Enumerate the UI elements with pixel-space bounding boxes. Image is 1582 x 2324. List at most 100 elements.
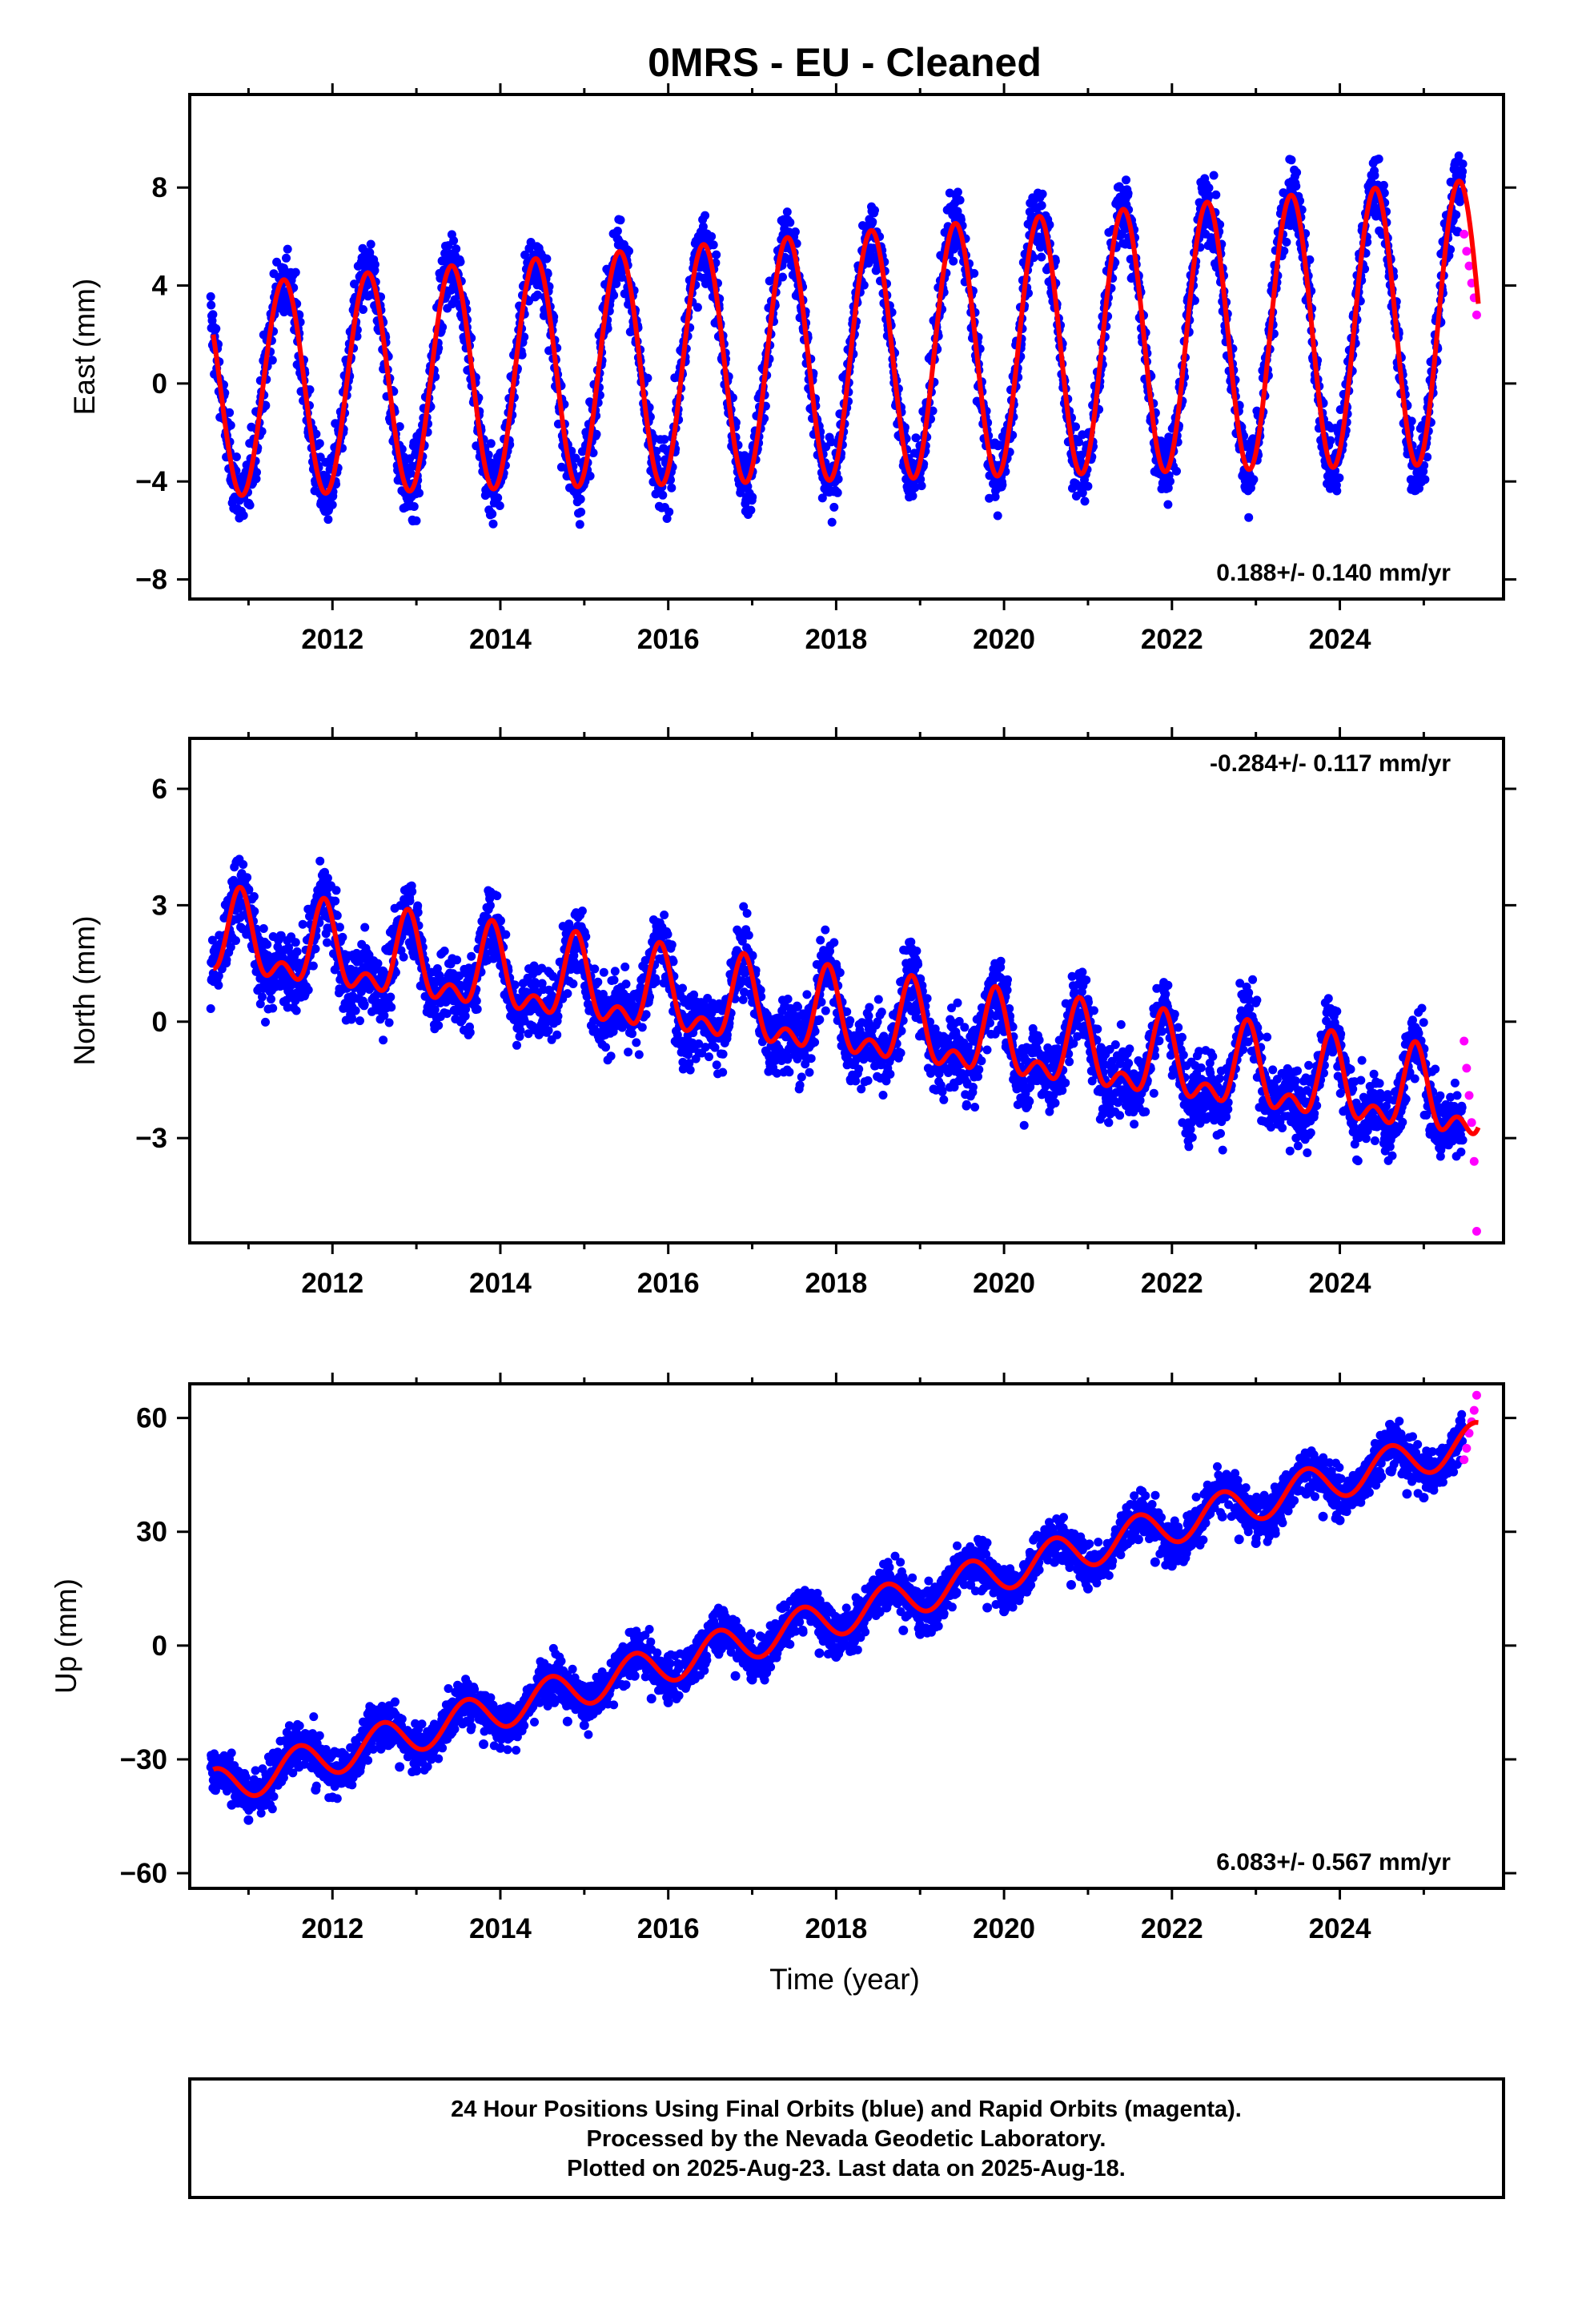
rate-annotation: 0.188+/- 0.140 mm/yr bbox=[1216, 560, 1451, 586]
data-points bbox=[206, 1390, 1481, 1825]
final-point bbox=[1200, 217, 1211, 227]
final-point bbox=[243, 1815, 254, 1825]
y-tick-label: 8 bbox=[152, 172, 167, 203]
y-tick-label: 6 bbox=[152, 774, 167, 805]
rapid-point bbox=[1469, 1405, 1479, 1415]
rapid-point bbox=[1464, 261, 1474, 271]
final-point bbox=[1217, 1511, 1227, 1522]
y-tick-label: −60 bbox=[120, 1858, 167, 1889]
final-point bbox=[1133, 1534, 1143, 1545]
model-curve bbox=[211, 1420, 1480, 1799]
final-point bbox=[663, 939, 673, 949]
final-point bbox=[596, 1701, 606, 1711]
y-tick-label: 30 bbox=[136, 1517, 167, 1548]
final-point bbox=[831, 1652, 841, 1663]
final-point bbox=[378, 1739, 388, 1749]
final-point bbox=[865, 248, 875, 259]
final-point bbox=[210, 324, 220, 335]
final-point bbox=[428, 1747, 439, 1757]
final-point bbox=[747, 1675, 757, 1685]
final-point bbox=[478, 1739, 488, 1749]
final-orbit-cloud bbox=[206, 854, 1468, 1166]
final-point bbox=[1267, 1519, 1278, 1530]
final-point bbox=[1166, 1561, 1177, 1571]
final-point bbox=[629, 1005, 640, 1015]
y-tick-label: 3 bbox=[152, 890, 167, 921]
x-tick-label: 2018 bbox=[805, 1268, 867, 1299]
x-axis-label: Time (year) bbox=[769, 1963, 920, 1996]
x-tick-label: 2022 bbox=[1141, 1268, 1203, 1299]
rapid-point bbox=[1462, 247, 1472, 256]
final-point bbox=[462, 1716, 472, 1727]
caption-line-3: Plotted on 2025-Aug-23. Last data on 202… bbox=[567, 2156, 1126, 2181]
y-tick-label: −30 bbox=[120, 1744, 167, 1775]
final-point bbox=[294, 1762, 304, 1772]
final-point bbox=[294, 959, 304, 969]
final-point bbox=[327, 1792, 338, 1803]
final-point bbox=[1402, 1489, 1412, 1499]
final-point bbox=[1183, 1542, 1194, 1552]
final-point bbox=[1033, 236, 1043, 247]
final-point bbox=[311, 1784, 321, 1795]
rapid-point bbox=[1472, 1226, 1481, 1236]
final-point bbox=[1251, 1538, 1261, 1548]
final-point bbox=[562, 1716, 572, 1727]
x-tick-label: 2020 bbox=[973, 1913, 1035, 1944]
figure-title: 0MRS - EU - Cleaned bbox=[648, 40, 1042, 85]
final-point bbox=[1016, 1587, 1026, 1598]
final-point bbox=[781, 253, 791, 263]
x-tick-label: 2022 bbox=[1141, 1913, 1203, 1944]
y-tick-label: 0 bbox=[152, 368, 167, 400]
x-tick-label: 2012 bbox=[301, 1913, 363, 1944]
x-tick-label: 2020 bbox=[973, 1268, 1035, 1299]
x-tick-label: 2018 bbox=[805, 1913, 867, 1944]
caption-line-2: Processed by the Nevada Geodetic Laborat… bbox=[587, 2126, 1106, 2152]
final-point bbox=[378, 966, 388, 976]
rapid-point bbox=[1467, 1118, 1476, 1128]
rapid-point bbox=[1464, 1091, 1474, 1100]
final-point bbox=[966, 1580, 976, 1590]
plot-frame bbox=[188, 93, 1505, 601]
rapid-point bbox=[1472, 310, 1481, 320]
final-point bbox=[1419, 1493, 1429, 1503]
x-tick-label: 2024 bbox=[1309, 1913, 1371, 1944]
final-point bbox=[797, 1625, 808, 1635]
final-point bbox=[1050, 1557, 1060, 1567]
y-axis-label: East (mm) bbox=[68, 279, 101, 416]
x-tick-label: 2012 bbox=[301, 624, 363, 655]
final-point bbox=[982, 1602, 993, 1613]
final-point bbox=[1066, 1580, 1076, 1590]
final-point bbox=[344, 1777, 355, 1787]
final-point bbox=[579, 927, 589, 938]
final-point bbox=[949, 243, 959, 254]
final-point bbox=[495, 915, 505, 926]
x-tick-label: 2016 bbox=[637, 1268, 700, 1299]
y-tick-label: 0 bbox=[152, 1007, 167, 1038]
up-panel: 2012 2014 2016 2018 2020 2022 2024 −60 −30 0 30 60 U… bbox=[50, 1373, 1516, 1944]
final-point bbox=[898, 1625, 909, 1635]
plot-frame bbox=[188, 1382, 1505, 1890]
final-point bbox=[579, 1720, 589, 1731]
final-point bbox=[1318, 1511, 1328, 1522]
y-tick-label: 4 bbox=[152, 271, 168, 302]
final-point bbox=[1368, 207, 1379, 217]
final-point bbox=[1335, 1515, 1345, 1526]
final-point bbox=[395, 1762, 405, 1772]
rapid-point bbox=[1462, 1063, 1472, 1073]
north-panel: 2012 2014 2016 2018 2020 2022 2024 −3 0 3 6 North (… bbox=[68, 727, 1516, 1299]
final-point bbox=[512, 1724, 522, 1735]
x-tick-label: 2024 bbox=[1309, 1268, 1371, 1299]
y-tick-label: 0 bbox=[152, 1630, 167, 1662]
final-point bbox=[932, 1610, 942, 1620]
final-point bbox=[713, 1016, 724, 1027]
y-axis-label: North (mm) bbox=[68, 915, 101, 1065]
rapid-point bbox=[1469, 1156, 1479, 1166]
caption-line-1: 24 Hour Positions Using Final Orbits (bl… bbox=[451, 2097, 1242, 2122]
rate-annotation: -0.284+/- 0.117 mm/yr bbox=[1210, 750, 1451, 777]
data-points bbox=[206, 151, 1481, 529]
final-point bbox=[1150, 1557, 1160, 1567]
final-point bbox=[966, 1051, 976, 1062]
x-tick-label: 2024 bbox=[1309, 624, 1371, 655]
rapid-point bbox=[1472, 1390, 1481, 1400]
final-point bbox=[1385, 1466, 1395, 1476]
